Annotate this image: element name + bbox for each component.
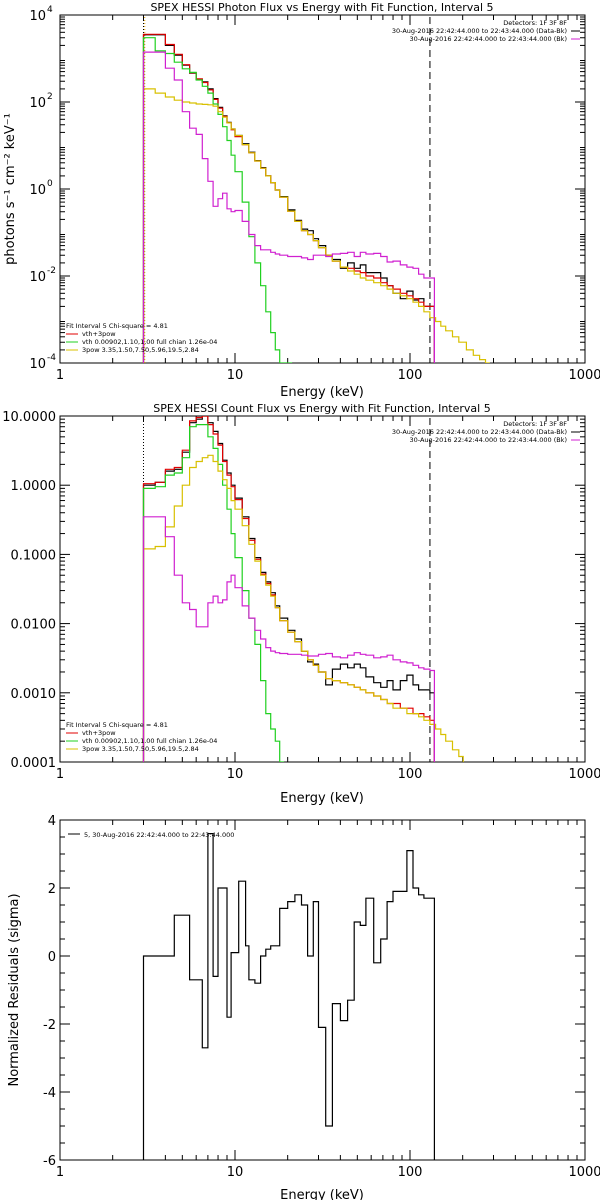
y-tick-exponent: 4 xyxy=(47,5,53,15)
legend-text: 30-Aug-2016 22:42:44.000 to 22:43:44.000… xyxy=(392,27,567,35)
x-tick-label: 1000 xyxy=(568,368,600,383)
y-tick-label: 4 xyxy=(48,814,56,829)
legend-text: vth 0.00902,1.10,1.00 full chian 1.26e-0… xyxy=(82,737,217,745)
legend-text: 5, 30-Aug-2016 22:42:44.000 to 22:43:44.… xyxy=(84,831,234,839)
series-group xyxy=(142,33,490,363)
x-tick-label: 1 xyxy=(56,368,64,383)
x-tick-label: 100 xyxy=(398,368,423,383)
legend-text: vth+3pow xyxy=(82,729,116,737)
y-tick-label: 10 xyxy=(29,9,46,24)
x-axis-label: Energy (keV) xyxy=(280,385,364,400)
series-line-3 xyxy=(142,88,490,363)
y-tick-label: 10 xyxy=(29,270,46,285)
legend-text: 3pow 3.35,1.50,7.50,5.96,19.5,2.84 xyxy=(82,745,199,753)
legend-text: 30-Aug-2016 22:42:44.000 to 22:43:44.000… xyxy=(392,428,567,436)
count-flux-panel: SPEX HESSI Count Flux vs Energy with Fit… xyxy=(2,402,600,806)
series-line-4 xyxy=(142,51,435,363)
y-tick-label: 10 xyxy=(29,96,46,111)
series-group xyxy=(142,416,464,762)
legend-text: 30-Aug-2016 22:42:44.000 to 22:43:44.000… xyxy=(410,35,567,43)
y-tick-label: 0.0100 xyxy=(11,618,57,633)
x-tick-label: 10 xyxy=(227,1165,244,1180)
x-tick-label: 1000 xyxy=(568,767,600,782)
x-axis-label: Energy (keV) xyxy=(280,791,364,806)
y-axis-label: Normalized Residuals (sigma) xyxy=(7,893,22,1086)
y-tick-label: 10.0000 xyxy=(2,410,56,425)
y-tick-label: 0 xyxy=(48,950,56,965)
y-tick-exponent: 0 xyxy=(47,179,53,189)
y-tick-label: 2 xyxy=(48,882,56,897)
x-tick-label: 1 xyxy=(56,767,64,782)
legend-text: Detectors: 1F 3F 8F xyxy=(503,420,567,428)
series-group xyxy=(142,833,435,1160)
y-tick-exponent: -2 xyxy=(47,266,56,276)
y-tick-label: -4 xyxy=(43,1086,56,1101)
photon-flux-panel: SPEX HESSI Photon Flux vs Energy with Fi… xyxy=(3,1,600,400)
legend-text: 30-Aug-2016 22:42:44.000 to 22:43:44.000… xyxy=(410,436,567,444)
series-line-4 xyxy=(142,516,435,762)
y-tick-exponent: -4 xyxy=(47,353,56,363)
residuals-panel: Energy (keV) Normalized Residuals (sigma… xyxy=(7,814,600,1200)
chart-title: SPEX HESSI Count Flux vs Energy with Fit… xyxy=(153,402,490,415)
x-tick-label: 1000 xyxy=(568,1165,600,1180)
series-line-3 xyxy=(142,454,464,762)
series-line-0 xyxy=(142,833,435,1160)
series-line-2 xyxy=(142,424,285,762)
y-tick-label: 0.0001 xyxy=(11,756,57,771)
legend-text: vth+3pow xyxy=(82,330,116,338)
y-tick-label: 0.1000 xyxy=(11,548,57,563)
x-tick-label: 10 xyxy=(227,368,244,383)
y-tick-exponent: 2 xyxy=(47,92,53,102)
y-tick-label: 10 xyxy=(29,183,46,198)
x-tick-label: 10 xyxy=(227,767,244,782)
legend-text: Fit Interval 5 Chi-square = 4.81 xyxy=(66,721,168,729)
y-tick-label: -2 xyxy=(43,1018,56,1033)
x-tick-label: 1 xyxy=(56,1165,64,1180)
x-axis-label: Energy (keV) xyxy=(280,1188,364,1200)
series-line-0 xyxy=(142,416,435,762)
y-tick-label: 0.0010 xyxy=(11,687,57,702)
legend-text: Fit Interval 5 Chi-square = 4.81 xyxy=(66,322,168,330)
plot-frame xyxy=(59,819,586,1161)
x-tick-label: 100 xyxy=(398,1165,423,1180)
y-tick-label: 1.0000 xyxy=(11,479,57,494)
legend-text: 3pow 3.35,1.50,7.50,5.96,19.5,2.84 xyxy=(82,346,199,354)
y-tick-label: 10 xyxy=(29,357,46,372)
plot-frame xyxy=(59,415,586,763)
plot-frame xyxy=(59,14,586,364)
x-tick-label: 100 xyxy=(398,767,423,782)
legend-text: Detectors: 1F 3F 8F xyxy=(503,19,567,27)
y-tick-label: -6 xyxy=(43,1154,56,1169)
chart-title: SPEX HESSI Photon Flux vs Energy with Fi… xyxy=(150,1,493,14)
series-line-2 xyxy=(142,37,293,363)
y-axis-label: photons s⁻¹ cm⁻² keV⁻¹ xyxy=(3,113,18,265)
legend-text: vth 0.00902,1.10,1.00 full chian 1.26e-0… xyxy=(82,338,217,346)
